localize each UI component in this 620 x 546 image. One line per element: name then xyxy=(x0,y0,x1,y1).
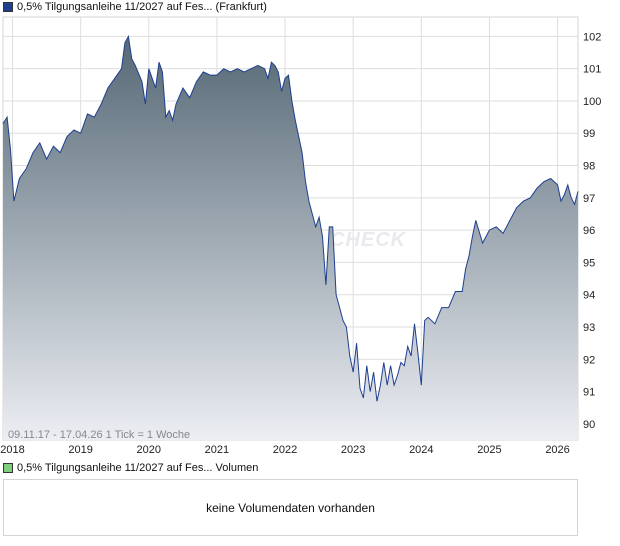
y-tick-label: 90 xyxy=(583,419,595,431)
y-tick-label: 91 xyxy=(583,387,595,399)
x-tick-label: 2022 xyxy=(273,444,297,456)
x-tick-label: 2018 xyxy=(0,444,24,456)
y-tick-label: 97 xyxy=(583,193,595,205)
price-legend-label: 0,5% Tilgungsanleihe 11/2027 auf Fes... … xyxy=(17,1,267,13)
y-tick-label: 100 xyxy=(583,96,601,108)
x-tick-label: 2021 xyxy=(205,444,229,456)
y-tick-label: 93 xyxy=(583,322,595,334)
volume-legend: 0,5% Tilgungsanleihe 11/2027 auf Fes... … xyxy=(3,461,258,475)
x-tick-label: 2019 xyxy=(68,444,92,456)
price-chart: CHECK 90 91 92 93 94 95 96 97 98 99 100 101 102 2018… xyxy=(0,16,601,456)
y-tick-label: 94 xyxy=(583,290,595,302)
price-legend: 0,5% Tilgungsanleihe 11/2027 auf Fes... … xyxy=(3,0,267,14)
x-tick-label: 2025 xyxy=(477,444,501,456)
y-tick-label: 99 xyxy=(583,128,595,140)
price-line xyxy=(2,34,579,402)
y-tick-label: 92 xyxy=(583,354,595,366)
y-tick-label: 102 xyxy=(583,31,601,43)
price-area xyxy=(3,36,578,441)
volume-panel: keine Volumendaten vorhanden xyxy=(3,479,578,536)
period-info: 09.11.17 - 17.04.26 1 Tick = 1 Woche xyxy=(8,429,190,441)
y-tick-label: 101 xyxy=(583,64,601,76)
x-tick-label: 2026 xyxy=(545,444,569,456)
volume-empty-message: keine Volumendaten vorhanden xyxy=(206,500,375,515)
watermark: CHECK xyxy=(330,229,407,251)
y-tick-label: 96 xyxy=(583,225,595,237)
volume-series-swatch xyxy=(3,463,13,473)
x-axis-ticks: 2018 2019 2020 2021 2022 2023 2024 2025 2026 xyxy=(0,444,570,456)
x-tick-label: 2023 xyxy=(341,444,365,456)
x-tick-label: 2024 xyxy=(409,444,433,456)
volume-legend-label: 0,5% Tilgungsanleihe 11/2027 auf Fes... … xyxy=(17,462,259,474)
y-axis-ticks: 90 91 92 93 94 95 96 97 98 99 100 101 102 xyxy=(583,31,601,430)
price-series-swatch xyxy=(3,2,13,12)
x-tick-label: 2020 xyxy=(137,444,161,456)
y-tick-label: 98 xyxy=(583,161,595,173)
y-tick-label: 95 xyxy=(583,257,595,269)
